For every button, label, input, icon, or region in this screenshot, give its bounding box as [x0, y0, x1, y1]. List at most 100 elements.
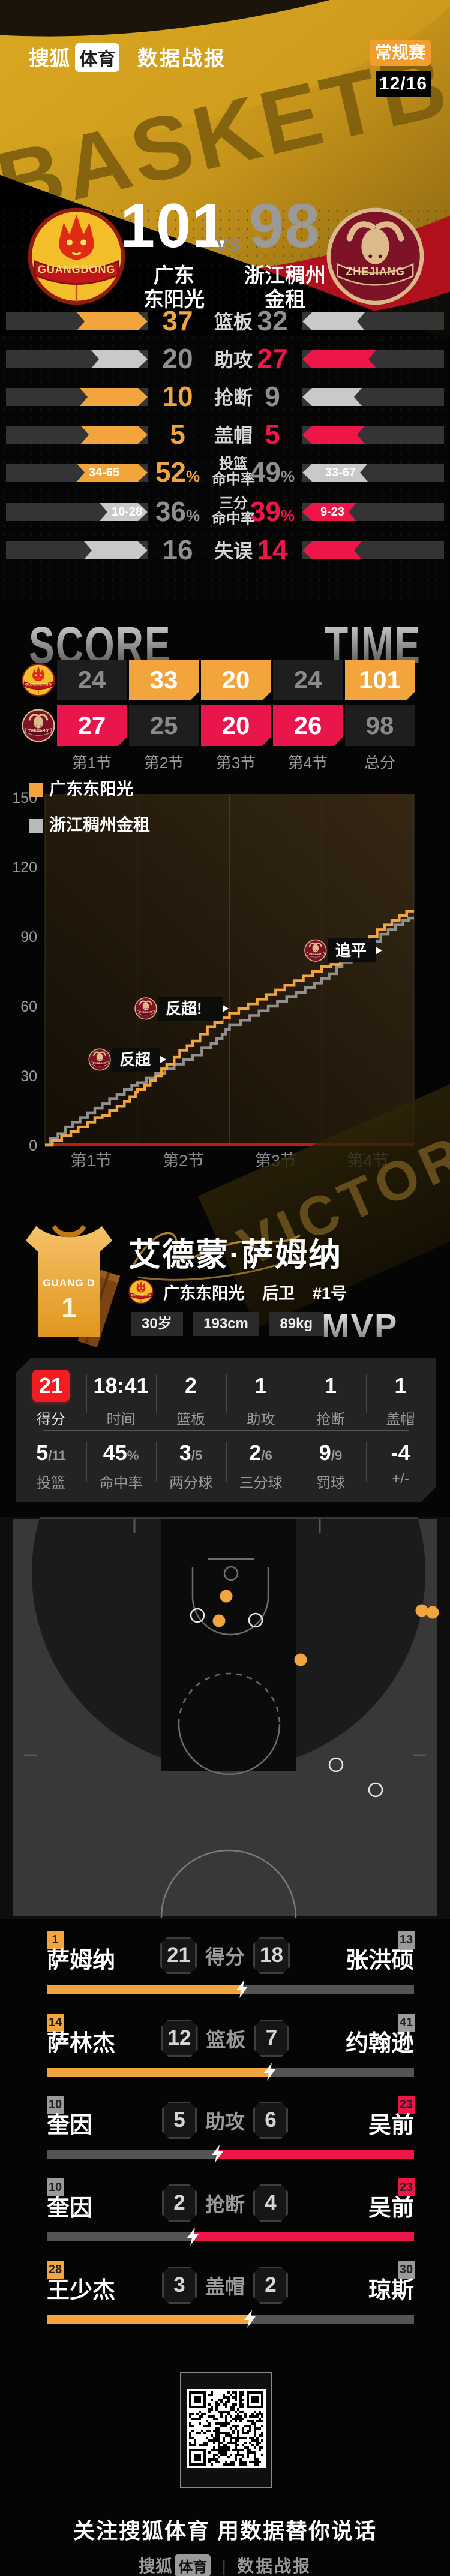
vs-label: VS — [215, 235, 241, 255]
away-player-number: 23 — [398, 2178, 415, 2196]
leader-row: 28 王少杰 30 琼斯 3 盖帽 2 — [0, 2259, 450, 2340]
home-player-number: 1 — [47, 1931, 64, 1949]
jersey-graphic: GUANG D 1 — [26, 1225, 121, 1348]
brand-box: 体育 — [75, 43, 120, 72]
away-team-name: 浙江稠州 金租 — [244, 264, 326, 311]
svg-text:60: 60 — [20, 998, 37, 1015]
stat-label: 投篮 命中率 — [212, 456, 255, 487]
quarter-cell: 33 — [129, 660, 199, 700]
home-leader-value: 5 — [162, 2102, 197, 2139]
team-stat-row: 20 助攻 27 — [0, 345, 450, 372]
missed-shot-marker — [248, 1612, 263, 1628]
mvp-stat-label: 助攻 — [246, 1412, 275, 1428]
away-stat-value: 14 — [257, 534, 288, 565]
home-leader-value: 2 — [162, 2184, 197, 2222]
leader-stat-label: 助攻 — [205, 2111, 245, 2133]
mvp-stat-label: 罚球 — [316, 1475, 345, 1491]
away-stat-bar — [302, 388, 444, 406]
away-player-number: 30 — [398, 2261, 415, 2279]
missed-shot-marker — [328, 1757, 344, 1772]
quarter-column-label: 总分 — [364, 754, 395, 772]
home-logo-small: GUANGDONG — [22, 663, 55, 700]
brand-text: 搜狐 — [29, 47, 70, 70]
sohu-logo: 搜狐 体育 数据战报 — [29, 42, 226, 72]
home-stat-bar — [6, 426, 148, 444]
date-badge: 12/16 — [376, 71, 431, 97]
home-player-name: 萨姆纳 — [47, 1948, 116, 1973]
mvp-stat-value: 1 — [394, 1373, 407, 1398]
leader-row: 10 奎因 23 吴前 2 抢断 4 — [0, 2177, 450, 2258]
mvp-stat-label: 两分球 — [169, 1475, 212, 1491]
mvp-stat-label: 盖帽 — [386, 1412, 415, 1428]
leader-stat: 12 篮板 7 — [161, 2020, 289, 2057]
mvp-player-name: 艾德蒙·萨姆纳 — [128, 1237, 342, 1273]
home-stat-value: 10 — [162, 381, 193, 412]
chart-annotation: 反超 ZHEJIANG — [88, 1047, 167, 1072]
quarter-cell: 25 — [129, 705, 199, 746]
away-leader-value: 4 — [253, 2184, 288, 2222]
chart-annotation: 追平 ZHEJIANG — [304, 938, 382, 963]
svg-text:ZHEJIANG: ZHEJIANG — [28, 729, 48, 733]
svg-text:ZHEJIANG: ZHEJIANG — [139, 1010, 153, 1013]
missed-shot-marker — [368, 1782, 383, 1798]
weight-tag: 89kg — [269, 1312, 324, 1336]
svg-text:90: 90 — [20, 929, 37, 946]
quarter-cell: 20 — [201, 705, 271, 746]
away-stat-value: 32 — [257, 305, 288, 336]
home-stat-value: 37 — [162, 305, 193, 336]
leader-stat-label: 得分 — [205, 1946, 245, 1968]
away-stat-bar — [302, 350, 444, 368]
quarter-cell: 26 — [273, 705, 343, 746]
mvp-stat-label: 篮板 — [176, 1412, 205, 1428]
leader-stat-label: 盖帽 — [205, 2276, 245, 2298]
team-stat-row: 16 失误 14 — [0, 536, 450, 564]
home-leader-value: 21 — [160, 1937, 197, 1974]
quarter-cell: 24 — [57, 660, 127, 700]
court-lines — [160, 1558, 297, 1918]
home-score: 101 — [120, 191, 228, 261]
mvp-stat-value: 2 — [184, 1373, 197, 1398]
mvp-stat-label: 投篮 — [37, 1475, 65, 1491]
leader-bar — [47, 2228, 414, 2246]
score-trend-chart: 0306090120150第1节第2节第3节第4节 广东东阳光 浙江稠州金租 反… — [12, 779, 415, 1170]
footer-brand: 搜狐 体育 | 数据战报 — [0, 2553, 450, 2576]
missed-shot-marker — [190, 1608, 205, 1623]
home-player-name: 萨林杰 — [47, 2031, 116, 2056]
mvp-stat-value: 9/9 — [319, 1440, 343, 1465]
jersey-number: 1 — [61, 1292, 77, 1323]
page-title: 数据战报 — [137, 47, 226, 70]
signature-decoration — [131, 1232, 304, 1281]
leader-bar — [47, 1980, 414, 1998]
mvp-stat-value: 1 — [324, 1373, 337, 1398]
made-shot-marker — [220, 1590, 233, 1603]
svg-text:GUANGDONG: GUANGDONG — [131, 1293, 151, 1296]
leader-bar — [47, 2145, 414, 2163]
away-player-name: 约翰逊 — [345, 2031, 414, 2056]
away-player-name: 吴前 — [368, 2113, 414, 2138]
away-stat-value: 49% — [250, 456, 295, 487]
home-stat-value: 20 — [162, 343, 193, 374]
home-stat-bar — [6, 312, 148, 330]
home-stat-bar: 34-65 — [6, 464, 148, 482]
quarter-column-label: 第3节 — [215, 754, 256, 772]
leader-stat-label: 篮板 — [206, 2029, 246, 2051]
shot-chart — [0, 1517, 450, 1919]
svg-text:GUANGDONG: GUANGDONG — [38, 264, 115, 276]
mvp-stat-label: 三分球 — [239, 1475, 283, 1491]
mvp-stat-label: +/- — [392, 1471, 409, 1487]
away-player-name: 琼斯 — [368, 2278, 414, 2303]
mvp-stats-card: 21 得分 18:41 时间 2 篮板 1 助攻 1 抢断 1 盖帽 5/11 … — [16, 1358, 436, 1502]
home-stat-value: 36% — [155, 496, 200, 527]
leader-bar — [47, 2063, 414, 2081]
quarter-cell: 20 — [201, 660, 271, 700]
mvp-stat-value: 2/6 — [249, 1440, 272, 1465]
away-stat-value: 27 — [257, 343, 288, 374]
home-leader-value: 3 — [162, 2267, 197, 2304]
made-shot-marker — [426, 1606, 439, 1619]
svg-text:反超!: 反超! — [166, 1000, 202, 1018]
home-player-name: 王少杰 — [47, 2278, 116, 2303]
home-player-number: 10 — [47, 2178, 64, 2196]
leader-stat: 2 抢断 4 — [162, 2184, 288, 2222]
home-player-number: 10 — [47, 2096, 64, 2114]
jersey-team-text: GUANG D — [43, 1277, 95, 1289]
